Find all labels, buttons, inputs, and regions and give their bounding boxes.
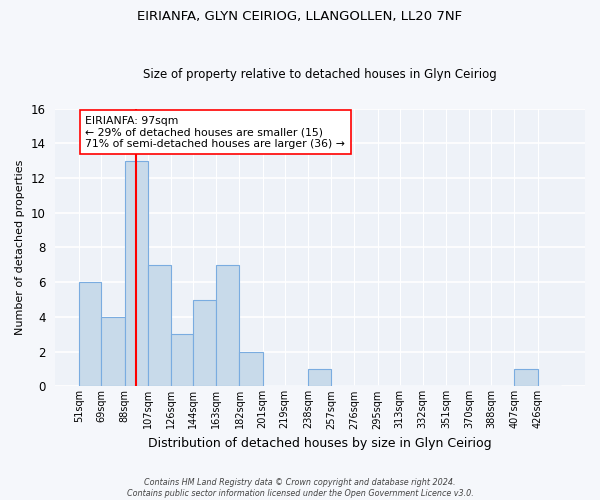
Text: EIRIANFA, GLYN CEIRIOG, LLANGOLLEN, LL20 7NF: EIRIANFA, GLYN CEIRIOG, LLANGOLLEN, LL20… <box>137 10 463 23</box>
Bar <box>125 160 148 386</box>
Bar <box>171 334 193 386</box>
Bar <box>308 369 331 386</box>
Bar <box>193 300 216 386</box>
Bar <box>101 317 125 386</box>
Y-axis label: Number of detached properties: Number of detached properties <box>15 160 25 335</box>
Text: Contains HM Land Registry data © Crown copyright and database right 2024.
Contai: Contains HM Land Registry data © Crown c… <box>127 478 473 498</box>
Text: EIRIANFA: 97sqm
← 29% of detached houses are smaller (15)
71% of semi-detached h: EIRIANFA: 97sqm ← 29% of detached houses… <box>85 116 346 148</box>
Bar <box>79 282 101 387</box>
Bar <box>216 265 239 386</box>
X-axis label: Distribution of detached houses by size in Glyn Ceiriog: Distribution of detached houses by size … <box>148 437 492 450</box>
Bar <box>148 265 171 386</box>
Title: Size of property relative to detached houses in Glyn Ceiriog: Size of property relative to detached ho… <box>143 68 497 81</box>
Bar <box>514 369 538 386</box>
Bar <box>239 352 263 386</box>
